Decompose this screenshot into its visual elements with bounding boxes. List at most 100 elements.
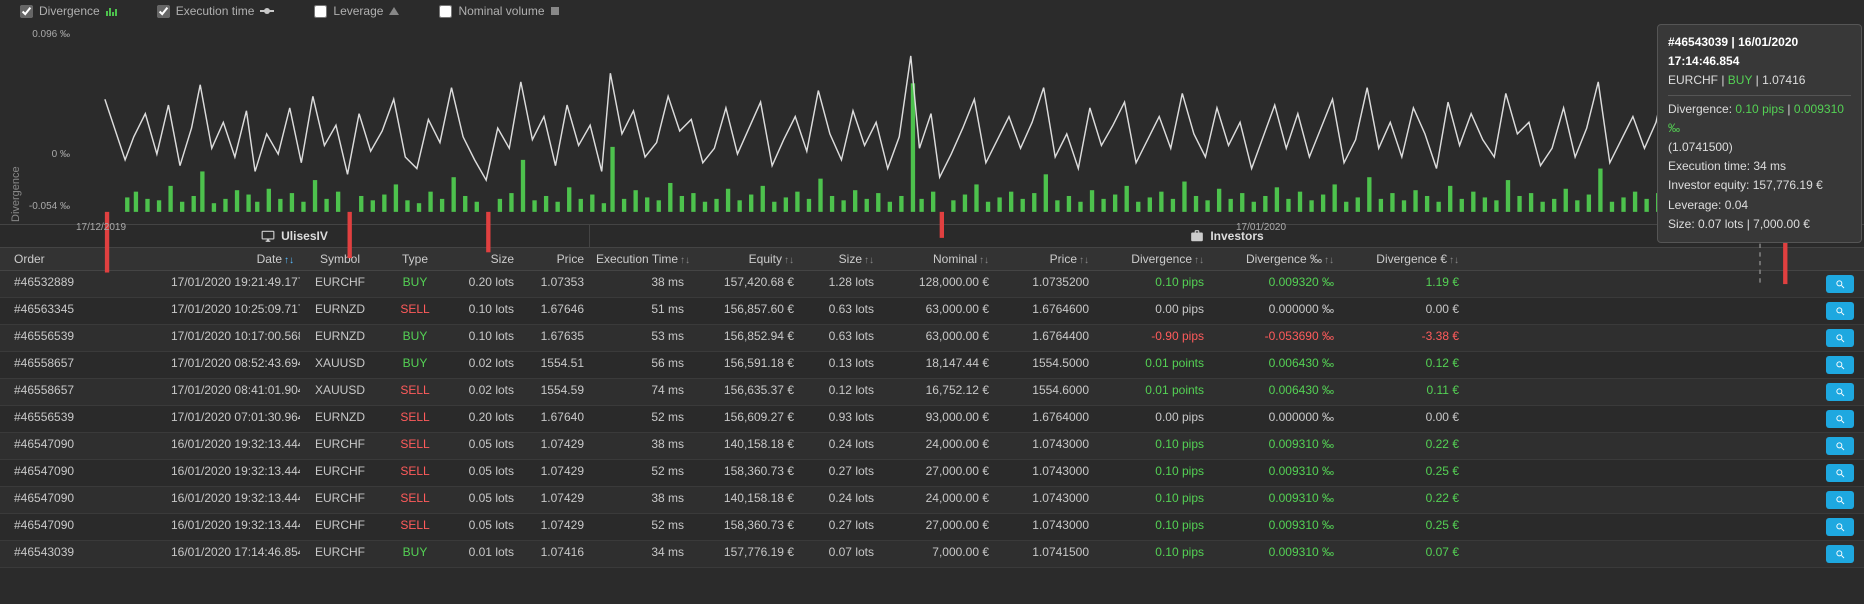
legend-execution[interactable]: Execution time bbox=[157, 4, 275, 18]
legend-divergence-checkbox[interactable] bbox=[20, 5, 33, 18]
cell-divergence-eur: 0.22 € bbox=[1340, 491, 1465, 509]
cell-symbol: EURNZD bbox=[300, 410, 380, 428]
table-row[interactable]: #46556539 17/01/2020 10:17:00.568 EURNZD… bbox=[0, 325, 1864, 352]
search-icon bbox=[1835, 441, 1846, 452]
detail-button[interactable] bbox=[1826, 437, 1854, 455]
table-row[interactable]: #46556539 17/01/2020 07:01:30.964 EURNZD… bbox=[0, 406, 1864, 433]
cell-type: BUY bbox=[380, 545, 450, 563]
table-row[interactable]: #46547090 16/01/2020 19:32:13.444 EURCHF… bbox=[0, 514, 1864, 541]
cell-order: #46547090 bbox=[0, 464, 165, 482]
search-icon bbox=[1835, 306, 1846, 317]
cell-exec: 52 ms bbox=[590, 518, 690, 536]
cell-order: #46556539 bbox=[0, 410, 165, 428]
cell-equity: 140,158.18 € bbox=[690, 437, 800, 455]
legend-leverage-label: Leverage bbox=[333, 4, 383, 18]
legend-execution-checkbox[interactable] bbox=[157, 5, 170, 18]
table-row[interactable]: #46563345 17/01/2020 10:25:09.717 EURNZD… bbox=[0, 298, 1864, 325]
detail-button[interactable] bbox=[1826, 383, 1854, 401]
cell-equity: 158,360.73 € bbox=[690, 518, 800, 536]
legend-leverage[interactable]: Leverage bbox=[314, 4, 399, 18]
cell-type: SELL bbox=[380, 464, 450, 482]
cell-equity: 140,158.18 € bbox=[690, 491, 800, 509]
cell-symbol: EURCHF bbox=[300, 464, 380, 482]
cell-symbol: EURNZD bbox=[300, 302, 380, 320]
cell-divergence-eur: 0.11 € bbox=[1340, 383, 1465, 401]
cell-divergence-pm: -0.053690 ‰ bbox=[1210, 329, 1340, 347]
cell-price2: 1.6764600 bbox=[995, 302, 1095, 320]
detail-button[interactable] bbox=[1826, 275, 1854, 293]
cell-price2: 1.0741500 bbox=[995, 545, 1095, 563]
detail-button[interactable] bbox=[1826, 329, 1854, 347]
cell-type: SELL bbox=[380, 383, 450, 401]
table-body: #46532889 17/01/2020 19:21:49.177 EURCHF… bbox=[0, 271, 1864, 568]
search-icon bbox=[1835, 549, 1846, 560]
cell-size: 0.05 lots bbox=[450, 437, 520, 455]
cell-divergence-eur: 0.07 € bbox=[1340, 545, 1465, 563]
cell-size: 0.02 lots bbox=[450, 383, 520, 401]
detail-button[interactable] bbox=[1826, 356, 1854, 374]
cell-exec: 74 ms bbox=[590, 383, 690, 401]
cell-size: 0.05 lots bbox=[450, 491, 520, 509]
chart-area[interactable]: 0.096 ‰0 ‰-0.054 ‰ 87 ms0 ms 17/12/20191… bbox=[22, 27, 1842, 222]
search-icon bbox=[1835, 522, 1846, 533]
chart-tooltip: #46543039 | 16/01/2020 17:14:46.854 EURC… bbox=[1657, 24, 1862, 243]
table-row[interactable]: #46547090 16/01/2020 19:32:13.444 EURCHF… bbox=[0, 433, 1864, 460]
cell-divergence: 0.10 pips bbox=[1095, 545, 1210, 563]
cell-type: BUY bbox=[380, 356, 450, 374]
table-row[interactable]: #46558657 17/01/2020 08:52:43.694 XAUUSD… bbox=[0, 352, 1864, 379]
cell-type: SELL bbox=[380, 410, 450, 428]
cell-date: 17/01/2020 10:25:09.717 bbox=[165, 302, 300, 320]
cell-equity: 156,857.60 € bbox=[690, 302, 800, 320]
cell-symbol: XAUUSD bbox=[300, 356, 380, 374]
table-row[interactable]: #46547090 16/01/2020 19:32:13.444 EURCHF… bbox=[0, 460, 1864, 487]
cell-symbol: EURCHF bbox=[300, 437, 380, 455]
search-icon bbox=[1835, 360, 1846, 371]
cell-type: SELL bbox=[380, 491, 450, 509]
cell-size2: 0.07 lots bbox=[800, 545, 880, 563]
cell-price: 1.07416 bbox=[520, 545, 590, 563]
cell-date: 16/01/2020 17:14:46.854 bbox=[165, 545, 300, 563]
cell-order: #46558657 bbox=[0, 356, 165, 374]
cell-date: 17/01/2020 08:52:43.694 bbox=[165, 356, 300, 374]
cell-equity: 158,360.73 € bbox=[690, 464, 800, 482]
chart-panel: Divergence 0.096 ‰0 ‰-0.054 ‰ 87 ms0 ms … bbox=[0, 22, 1864, 224]
cell-divergence-eur: 0.00 € bbox=[1340, 302, 1465, 320]
legend-nominal-checkbox[interactable] bbox=[439, 5, 452, 18]
cell-divergence-pm: 0.000000 ‰ bbox=[1210, 410, 1340, 428]
cell-price2: 1554.6000 bbox=[995, 383, 1095, 401]
tooltip-equity: Investor equity: 157,776.19 € bbox=[1668, 176, 1851, 195]
cell-order: #46558657 bbox=[0, 383, 165, 401]
legend-leverage-checkbox[interactable] bbox=[314, 5, 327, 18]
cell-type: SELL bbox=[380, 302, 450, 320]
tooltip-symbol: EURCHF bbox=[1668, 73, 1718, 87]
cell-order: #46543039 bbox=[0, 545, 165, 563]
detail-button[interactable] bbox=[1826, 410, 1854, 428]
table-row[interactable]: #46547090 16/01/2020 19:32:13.444 EURCHF… bbox=[0, 487, 1864, 514]
tooltip-size: Size: 0.07 lots | 7,000.00 € bbox=[1668, 215, 1851, 234]
detail-button[interactable] bbox=[1826, 518, 1854, 536]
cell-divergence-pm: 0.009310 ‰ bbox=[1210, 464, 1340, 482]
cell-exec: 34 ms bbox=[590, 545, 690, 563]
cell-price: 1554.51 bbox=[520, 356, 590, 374]
legend-nominal[interactable]: Nominal volume bbox=[439, 4, 558, 18]
cell-price2: 1.6764000 bbox=[995, 410, 1095, 428]
cell-equity: 157,776.19 € bbox=[690, 545, 800, 563]
cell-equity: 156,609.27 € bbox=[690, 410, 800, 428]
table-row[interactable]: #46543039 16/01/2020 17:14:46.854 EURCHF… bbox=[0, 541, 1864, 568]
cell-date: 16/01/2020 19:32:13.444 bbox=[165, 518, 300, 536]
cell-divergence-pm: 0.009310 ‰ bbox=[1210, 545, 1340, 563]
cell-size2: 0.27 lots bbox=[800, 518, 880, 536]
detail-button[interactable] bbox=[1826, 491, 1854, 509]
detail-button[interactable] bbox=[1826, 464, 1854, 482]
cell-size2: 0.63 lots bbox=[800, 302, 880, 320]
cell-price: 1.67640 bbox=[520, 410, 590, 428]
cell-divergence-pm: 0.009310 ‰ bbox=[1210, 491, 1340, 509]
table-row[interactable]: #46558657 17/01/2020 08:41:01.904 XAUUSD… bbox=[0, 379, 1864, 406]
cell-price2: 1554.5000 bbox=[995, 356, 1095, 374]
tooltip-exec: Execution time: 34 ms bbox=[1668, 157, 1851, 176]
cell-type: BUY bbox=[380, 329, 450, 347]
detail-button[interactable] bbox=[1826, 545, 1854, 563]
legend-divergence[interactable]: Divergence bbox=[20, 4, 117, 18]
detail-button[interactable] bbox=[1826, 302, 1854, 320]
cell-price2: 1.6764400 bbox=[995, 329, 1095, 347]
